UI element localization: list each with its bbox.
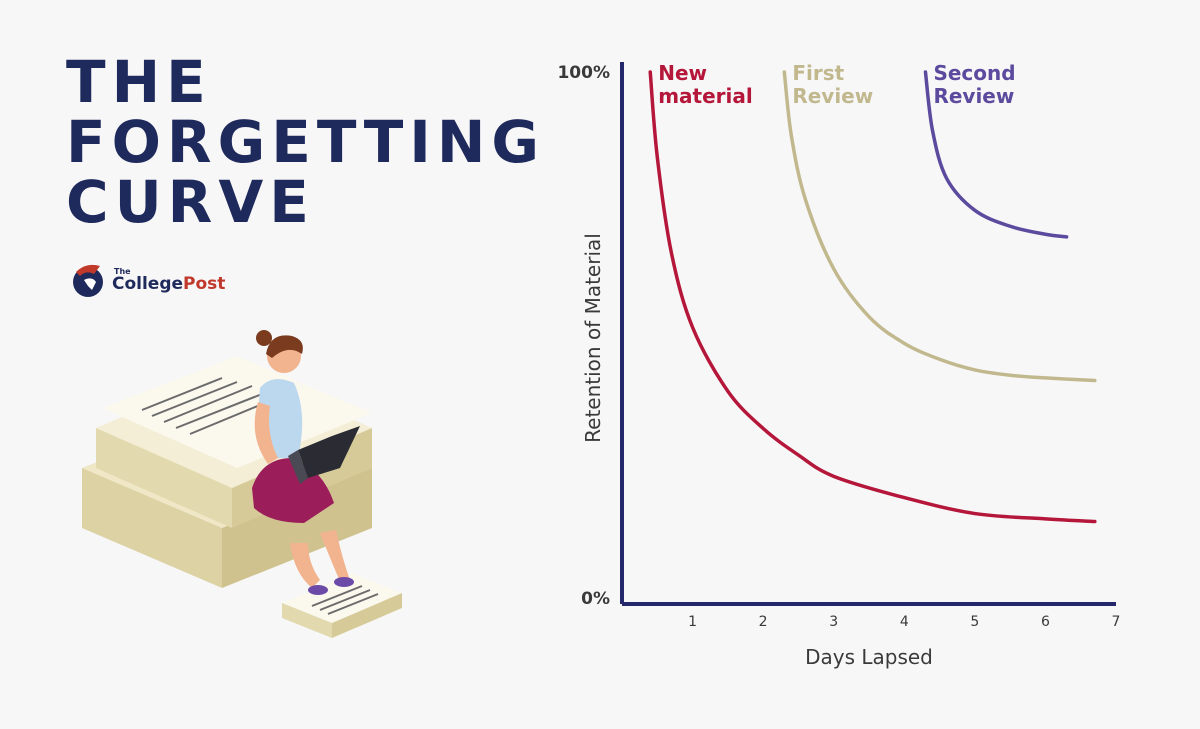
series-line-second-review xyxy=(923,70,1069,239)
chart-labels: 100% 0% 1 2 3 4 5 6 7 Days Lapsed Retention of Mat… xyxy=(557,61,1120,669)
x-axis-title: Days Lapsed xyxy=(805,645,933,669)
logo-mark-icon xyxy=(73,264,103,297)
logo-small-text: The xyxy=(114,266,131,276)
page-title: THE FORGETTING CURVE xyxy=(66,52,545,232)
title-line: CURVE xyxy=(66,168,315,236)
y-tick-label: 0% xyxy=(581,589,610,609)
logo-name-part2: Post xyxy=(183,273,226,294)
title-line: FORGETTING xyxy=(66,108,545,176)
series-label-new-material: New xyxy=(658,61,707,85)
x-tick-label: 7 xyxy=(1112,614,1121,630)
series-label-new-material: material xyxy=(658,84,753,108)
x-tick-label: 3 xyxy=(829,614,838,630)
series-label-first-review: First xyxy=(792,61,844,85)
x-tick-label: 5 xyxy=(970,614,979,630)
logo-name-part1: College xyxy=(112,273,184,294)
student-on-papers-illustration xyxy=(82,330,402,638)
series-label-second-review: Second xyxy=(933,61,1015,85)
y-tick-label: 100% xyxy=(557,63,610,83)
series-label-first-review: Review xyxy=(792,84,873,108)
x-tick-label: 2 xyxy=(759,614,768,630)
series-line-first-review xyxy=(782,70,1097,383)
series-line-new-material xyxy=(648,70,1097,524)
series-label-second-review: Review xyxy=(933,84,1014,108)
x-tick-label: 6 xyxy=(1041,614,1050,630)
axes xyxy=(620,62,1116,606)
x-tick-label: 4 xyxy=(900,614,909,630)
title-line: THE xyxy=(66,48,212,116)
x-tick-label: 1 xyxy=(688,614,697,630)
series-lines xyxy=(648,70,1097,524)
y-axis-title: Retention of Material xyxy=(581,233,605,443)
logo-name: CollegePost xyxy=(112,273,226,294)
college-post-logo: The CollegePost xyxy=(70,260,225,300)
